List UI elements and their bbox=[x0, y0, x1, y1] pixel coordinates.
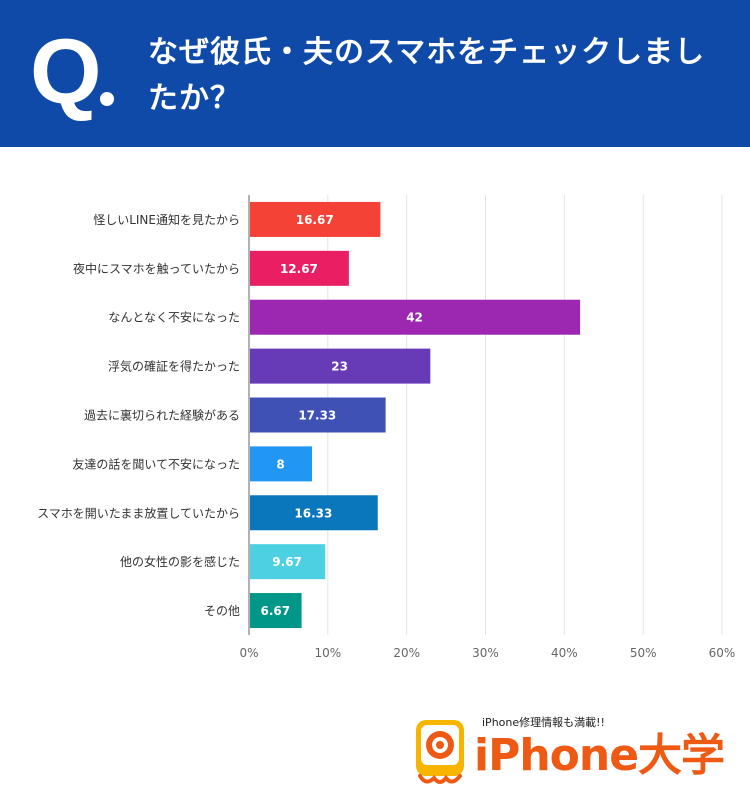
bar-value-label: 6.67 bbox=[260, 604, 290, 618]
bar-value-label: 42 bbox=[406, 311, 423, 325]
x-tick-label: 20% bbox=[393, 646, 420, 660]
iphone-daigaku-logo: iPhone修理情報も満載!! iPhone大学 bbox=[412, 712, 732, 792]
bar bbox=[250, 397, 386, 433]
q-dot bbox=[100, 92, 114, 106]
bar bbox=[250, 544, 326, 580]
logo-brand-text: iPhone大学 bbox=[474, 730, 725, 781]
category-label: 他の女性の影を感じた bbox=[120, 554, 240, 569]
bar-value-label: 16.33 bbox=[294, 506, 332, 520]
bar-value-label: 23 bbox=[331, 360, 348, 374]
question-title: なぜ彼氏・夫のスマホをチェックしましたか？ bbox=[148, 35, 706, 116]
category-label: スマホを開いたまま放置していたから bbox=[37, 505, 240, 520]
logo-tagline: iPhone修理情報も満載!! bbox=[482, 716, 605, 729]
x-tick-label: 50% bbox=[630, 646, 657, 660]
bar bbox=[250, 201, 381, 237]
question-header: Q なぜ彼氏・夫のスマホをチェックしましたか？ bbox=[0, 0, 750, 147]
bar-value-label: 8 bbox=[276, 457, 284, 471]
bar bbox=[250, 446, 313, 482]
logo-mascot-icon bbox=[416, 720, 464, 784]
category-labels: 怪しいLINE通知を見たから夜中にスマホを触っていたからなんとなく不安になった浮… bbox=[37, 213, 240, 618]
bar bbox=[250, 495, 378, 531]
bar-value-label: 16.67 bbox=[296, 213, 334, 227]
bar-value-label: 12.67 bbox=[280, 262, 318, 276]
x-axis-ticks: 0% 10% 20% 30% 40% 50% 60% bbox=[239, 646, 735, 660]
chart-bars: 16.67 12.67 42 23 17.33 8 16.33 9.67 6.67 bbox=[250, 201, 581, 629]
q-label: Q bbox=[30, 21, 102, 123]
x-tick-label: 30% bbox=[472, 646, 499, 660]
category-label: なんとなく不安になった bbox=[108, 310, 240, 325]
category-label: その他 bbox=[204, 604, 240, 618]
bar bbox=[250, 593, 302, 629]
category-label: 友達の話を聞いて不安になった bbox=[72, 456, 240, 471]
category-label: 夜中にスマホを触っていたから bbox=[73, 261, 240, 276]
bar bbox=[250, 348, 431, 384]
x-tick-label: 40% bbox=[551, 646, 578, 660]
bar bbox=[250, 299, 581, 335]
bar-value-label: 17.33 bbox=[298, 409, 336, 423]
category-label: 浮気の確証を得たかった bbox=[108, 359, 240, 374]
bar bbox=[250, 250, 349, 286]
bar-chart: 16.67 12.67 42 23 17.33 8 16.33 9.67 6.67 怪しいLIN… bbox=[37, 195, 735, 660]
x-tick-label: 10% bbox=[314, 646, 341, 660]
category-label: 怪しいLINE通知を見たから bbox=[93, 213, 240, 227]
x-tick-label: 0% bbox=[239, 646, 258, 660]
category-label: 過去に裏切られた経験がある bbox=[84, 408, 240, 423]
x-tick-label: 60% bbox=[709, 646, 736, 660]
bar-value-label: 9.67 bbox=[272, 555, 302, 569]
